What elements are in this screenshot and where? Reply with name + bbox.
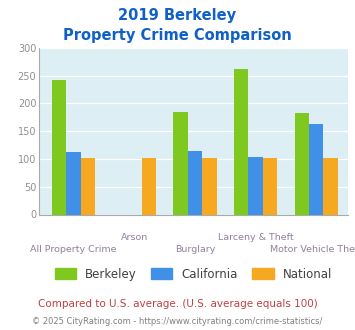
Bar [202, 158, 217, 214]
Legend: Berkeley, California, National: Berkeley, California, National [50, 263, 337, 285]
Bar [263, 158, 277, 214]
Bar [188, 151, 202, 214]
Text: Motor Vehicle Theft: Motor Vehicle Theft [270, 245, 355, 254]
Text: Arson: Arson [121, 233, 148, 242]
Text: © 2025 CityRating.com - https://www.cityrating.com/crime-statistics/: © 2025 CityRating.com - https://www.city… [32, 317, 323, 326]
Bar [248, 157, 263, 214]
Text: All Property Crime: All Property Crime [31, 245, 117, 254]
Bar [142, 158, 156, 214]
Text: Compared to U.S. average. (U.S. average equals 100): Compared to U.S. average. (U.S. average … [38, 299, 317, 309]
Text: Larceny & Theft: Larceny & Theft [218, 233, 293, 242]
Text: Burglary: Burglary [175, 245, 215, 254]
Bar [323, 158, 338, 214]
Bar [309, 124, 323, 214]
Text: 2019 Berkeley: 2019 Berkeley [119, 8, 236, 23]
Bar [173, 112, 188, 214]
Bar [81, 158, 95, 214]
Bar [66, 152, 81, 214]
Bar [295, 114, 309, 214]
Bar [234, 69, 248, 215]
Text: Property Crime Comparison: Property Crime Comparison [63, 28, 292, 43]
Bar [52, 80, 66, 214]
